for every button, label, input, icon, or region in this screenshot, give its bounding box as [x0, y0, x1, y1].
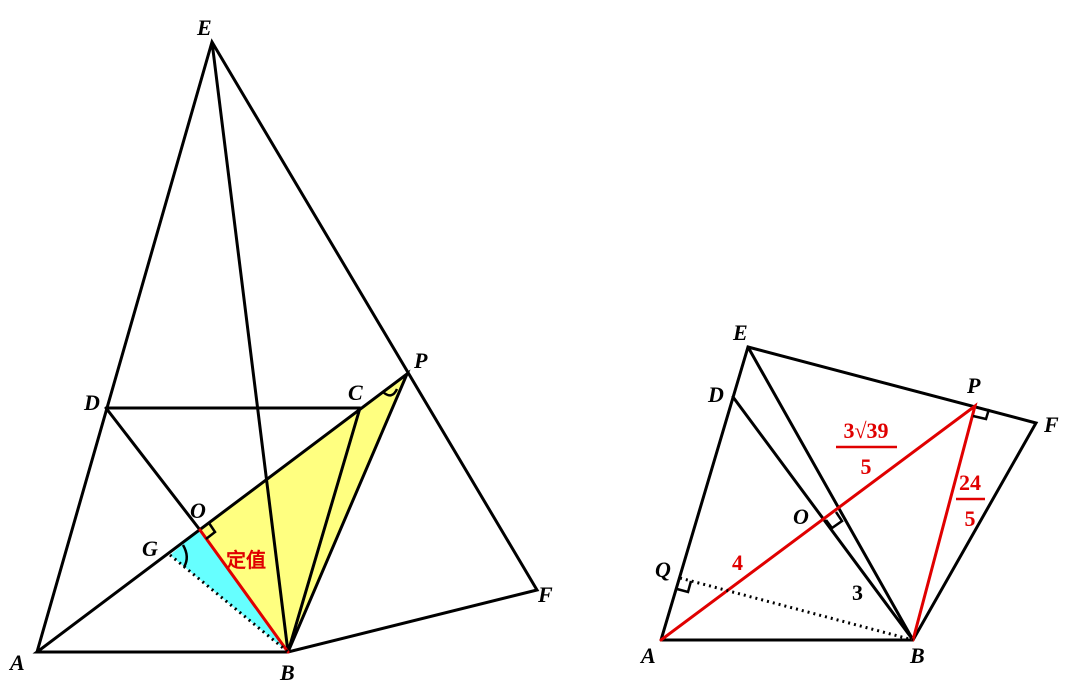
length-label: 3 [852, 580, 863, 605]
point-label: F [1043, 412, 1059, 437]
length-label: 4 [732, 550, 743, 575]
right-angle [825, 511, 844, 530]
fraction-denominator: 5 [965, 506, 976, 531]
cyan-region [170, 530, 288, 652]
point-label: E [196, 15, 212, 40]
point-label: O [190, 498, 206, 523]
point-label: D [83, 390, 100, 415]
point-label: E [732, 320, 748, 345]
right-angle [972, 408, 991, 421]
dotted-segment [679, 576, 914, 642]
point-label: B [279, 660, 295, 685]
point-label: P [413, 348, 428, 373]
red-segment [198, 528, 290, 654]
fraction-numerator: 24 [959, 470, 981, 495]
left-figure: E D C P O G A B F 定值 [8, 15, 553, 685]
fraction-numerator: 3√39 [843, 418, 888, 443]
annotation: 定值 [226, 548, 266, 572]
point-label: A [639, 643, 656, 668]
right-angle [676, 580, 693, 594]
point-label: B [909, 643, 925, 668]
point-label: D [707, 382, 724, 407]
yellow-region [200, 374, 407, 652]
point-label: P [966, 373, 981, 398]
fraction-denominator: 5 [861, 454, 872, 479]
red-segments [659, 402, 978, 642]
dotted-segment [169, 553, 289, 654]
angle-arc [382, 388, 399, 397]
point-label: Q [655, 557, 671, 582]
edges [32, 38, 540, 654]
point-label: C [348, 380, 363, 405]
angle-arc [181, 544, 188, 568]
point-label: A [8, 650, 25, 675]
point-label: O [793, 504, 809, 529]
right-figure: E D P F O Q A B 3√39 5 24 5 4 3 [639, 320, 1059, 668]
right-angle [205, 522, 217, 540]
point-label: G [142, 536, 158, 561]
point-label: F [537, 582, 553, 607]
